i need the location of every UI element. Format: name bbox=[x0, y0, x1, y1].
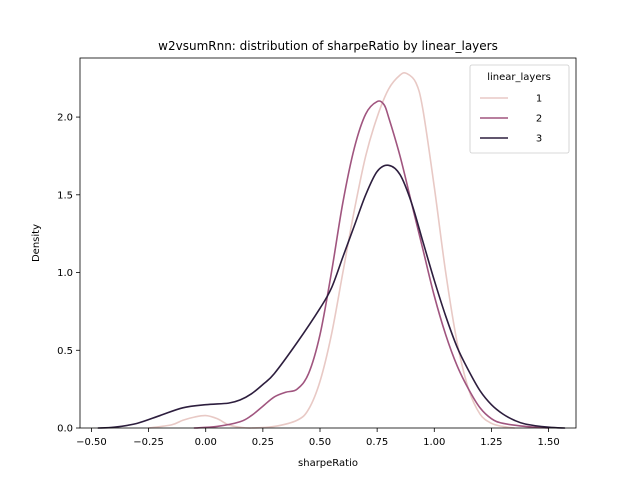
x-tick-label: 1.50 bbox=[537, 437, 559, 448]
plot-area bbox=[79, 57, 577, 429]
legend-title: linear_layers bbox=[487, 72, 551, 83]
series-line-3 bbox=[97, 164, 566, 429]
y-axis-label: Density bbox=[31, 224, 42, 262]
plot-frame bbox=[79, 57, 577, 429]
y-tick-label: 0.0 bbox=[57, 424, 73, 435]
legend-entries: 1 2 3 bbox=[480, 94, 542, 145]
x-axis-label: sharpeRatio bbox=[298, 458, 358, 469]
series-layer bbox=[97, 71, 566, 429]
x-tick-label: −0.50 bbox=[76, 437, 107, 448]
y-tick-label: 1.5 bbox=[57, 190, 73, 201]
x-tick-label: 0.50 bbox=[309, 437, 331, 448]
legend-box bbox=[469, 64, 570, 154]
legend-label: 2 bbox=[536, 114, 542, 125]
legend: linear_layers 1 2 3 bbox=[469, 64, 570, 154]
x-axis: −0.50 −0.25 0.00 0.25 0.50 0.75 1.00 1.25 1.50 bbox=[76, 428, 560, 448]
y-axis: 0.0 0.5 1.0 1.5 2.0 bbox=[57, 113, 80, 435]
x-tick-label: 1.00 bbox=[423, 437, 445, 448]
series-line-1 bbox=[147, 71, 516, 429]
y-tick-label: 0.5 bbox=[57, 346, 73, 357]
x-tick-label: 0.75 bbox=[366, 437, 388, 448]
x-tick-label: 1.25 bbox=[480, 437, 502, 448]
y-tick-label: 1.0 bbox=[57, 268, 73, 279]
x-tick-label: 0.25 bbox=[252, 437, 274, 448]
chart-title: w2vsumRnn: distribution of sharpeRatio b… bbox=[158, 39, 498, 53]
x-tick-label: 0.00 bbox=[195, 437, 217, 448]
y-tick-label: 2.0 bbox=[57, 113, 73, 124]
legend-label: 1 bbox=[536, 94, 542, 105]
x-tick-label: −0.25 bbox=[133, 437, 164, 448]
series-line-2 bbox=[193, 100, 550, 429]
legend-label: 3 bbox=[536, 134, 542, 145]
